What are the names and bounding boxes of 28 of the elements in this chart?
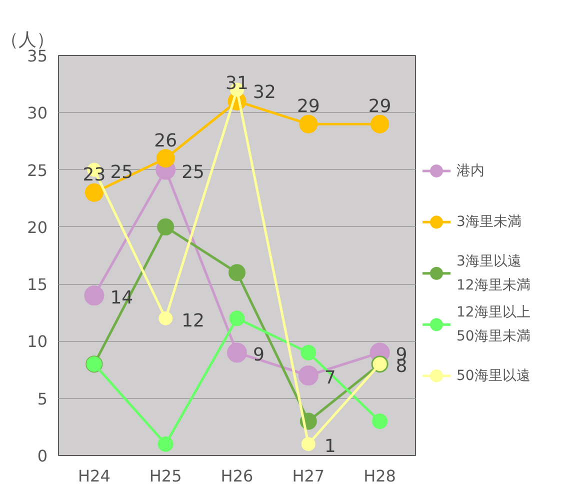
legend-label: 12海里以上 50海里未満	[456, 304, 530, 345]
y-tick-label: 5	[37, 389, 48, 408]
y-tick-label: 0	[37, 446, 48, 466]
y-tick-label: 10	[27, 332, 48, 352]
x-tick-label: H26	[220, 466, 254, 486]
x-tick-label: H24	[78, 466, 110, 486]
y-tick-label: 20	[27, 218, 48, 237]
data-label: 25	[110, 162, 134, 183]
x-tick-label: H25	[149, 466, 182, 486]
y-tick-label: 30	[27, 104, 48, 123]
x-tick-label: H27	[292, 466, 325, 486]
y-tick-label: 25	[27, 160, 48, 180]
legend-label: 3海里以遠 12海里未満	[456, 253, 530, 294]
data-label: 29	[368, 96, 392, 118]
data-label: 23	[82, 164, 106, 186]
legend-label: 3海里未満	[456, 214, 522, 230]
data-label: 32	[253, 82, 276, 103]
data-label: 26	[154, 130, 178, 152]
data-label: 1	[324, 436, 336, 458]
data-label: 29	[296, 96, 320, 118]
data-label: 9	[253, 344, 264, 366]
data-label: 25	[182, 162, 205, 183]
x-tick-label: H28	[364, 466, 396, 486]
legend-label: 港内	[456, 162, 484, 179]
data-label: 12	[182, 310, 205, 332]
legend-label: 50海里以遠	[456, 368, 530, 384]
data-label: 31	[226, 73, 248, 94]
y-tick-label: 15	[27, 275, 48, 294]
